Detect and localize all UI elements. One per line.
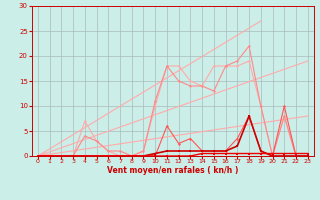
X-axis label: Vent moyen/en rafales ( kn/h ): Vent moyen/en rafales ( kn/h ) [107, 166, 238, 175]
